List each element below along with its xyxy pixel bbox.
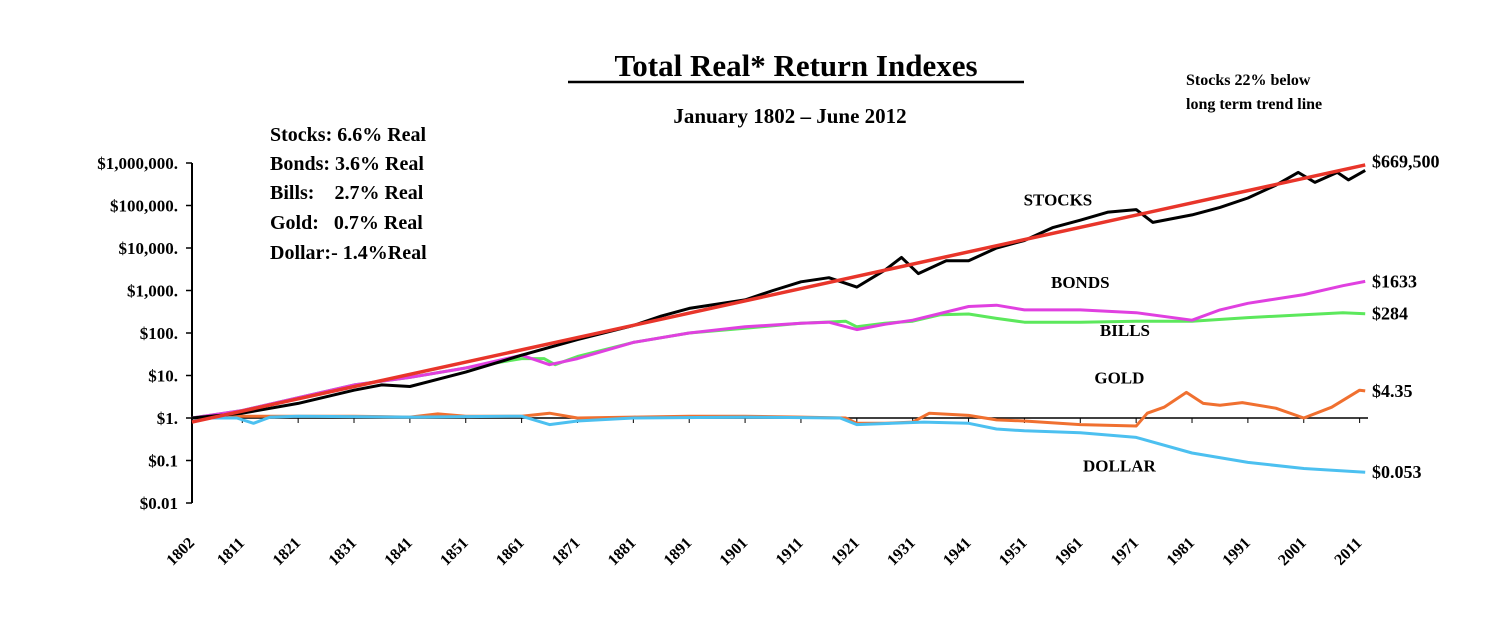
y-tick-label: $0.01 <box>140 494 178 513</box>
y-tick-label: $100. <box>140 324 178 343</box>
chart-subtitle: January 1802 – June 2012 <box>673 104 906 128</box>
x-tick-label: 1951 <box>996 534 1031 569</box>
series-layer <box>191 163 1366 474</box>
end-value-label-stocks: $669,500 <box>1372 151 1440 171</box>
x-tick-label: 1871 <box>549 534 584 569</box>
x-tick-label: 1921 <box>828 534 863 569</box>
x-tick-label: 1981 <box>1164 534 1199 569</box>
series-label-dollar: DOLLAR <box>1083 457 1156 476</box>
x-tick-label: 2011 <box>1331 535 1365 569</box>
chart-title: Total Real* Return Indexes <box>614 48 977 83</box>
y-tick-label: $100,000. <box>110 197 178 216</box>
series-line-bills <box>191 311 1366 420</box>
series-line-trend <box>191 163 1366 424</box>
y-tick-label: $10. <box>148 367 178 386</box>
y-tick-label: $1,000. <box>127 282 178 301</box>
x-tick-label: 1861 <box>493 534 528 569</box>
x-tick-label: 1991 <box>1219 534 1254 569</box>
y-tick-label: $0.1 <box>148 452 178 471</box>
stat-gold: Gold: 0.7% Real <box>270 212 423 234</box>
series-line-bonds <box>191 279 1366 420</box>
x-tick-label: 2001 <box>1275 534 1310 569</box>
x-tick-label: 1971 <box>1108 534 1143 569</box>
series-label-stocks: STOCKS <box>1024 191 1093 210</box>
x-tick-label: 1941 <box>940 534 975 569</box>
end-value-label-gold: $4.35 <box>1372 381 1413 401</box>
x-tick-label: 1821 <box>270 534 305 569</box>
stat-bills: Bills: 2.7% Real <box>270 182 424 204</box>
x-tick-label: 1961 <box>1052 534 1087 569</box>
x-tick-label: 1802 <box>163 534 198 569</box>
series-label-bonds: BONDS <box>1051 273 1110 292</box>
y-tick-label: $10,000. <box>119 239 179 258</box>
x-tick-label: 1841 <box>381 534 416 569</box>
trend-note-line-1: Stocks 22% below <box>1186 72 1311 89</box>
series-label-bills: BILLS <box>1100 321 1150 340</box>
end-value-label-bonds: $1633 <box>1372 271 1417 291</box>
trend-note-line-2: long term trend line <box>1186 96 1322 113</box>
y-tick-label: $1,000,000. <box>97 154 178 173</box>
x-tick-label: 1901 <box>717 534 752 569</box>
real-return-stats: Stocks: 6.6% Real Bonds: 3.6% Real Bills… <box>270 124 427 264</box>
y-tick-label: $1. <box>157 409 178 428</box>
x-tick-label: 1881 <box>605 534 640 569</box>
end-value-label-bills: $284 <box>1372 304 1408 324</box>
end-value-label-dollar: $0.053 <box>1372 462 1422 482</box>
x-tick-label: 1811 <box>214 535 248 569</box>
label-layer: GOLD $4.35 DOLLAR $0.053 BILLS $284 BONDS $1633… <box>1024 151 1440 482</box>
x-tick-label: 1831 <box>326 534 361 569</box>
series-line-gold <box>191 388 1366 428</box>
x-tick-label: 1911 <box>773 535 807 569</box>
stat-bonds: Bonds: 3.6% Real <box>270 153 424 175</box>
stat-dollar: Dollar:- 1.4%Real <box>270 242 427 264</box>
x-tick-label: 1851 <box>437 534 472 569</box>
series-line-dollar <box>192 414 1366 474</box>
stat-stocks: Stocks: 6.6% Real <box>270 124 427 146</box>
x-tick-label: 1931 <box>884 534 919 569</box>
x-tick-label: 1891 <box>661 534 696 569</box>
series-label-gold: GOLD <box>1094 368 1144 387</box>
